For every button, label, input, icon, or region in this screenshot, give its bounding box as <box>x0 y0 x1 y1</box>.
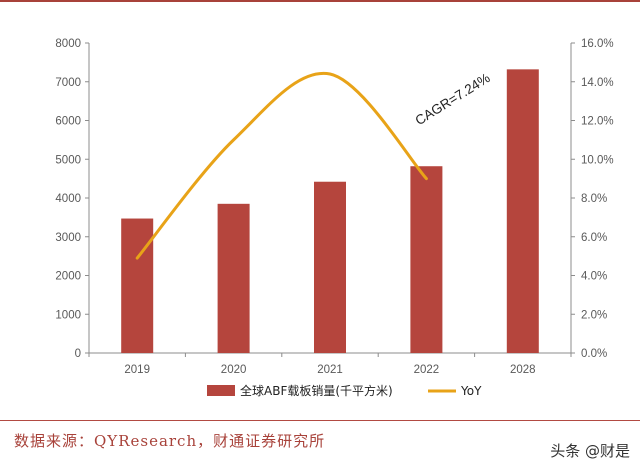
left-tick-label: 2000 <box>55 271 81 283</box>
legend-swatch-bar <box>207 385 235 396</box>
labels: CAGR=7.24% <box>413 70 493 128</box>
x-tick-label: 2022 <box>414 364 440 376</box>
top-rule <box>0 0 640 2</box>
yoy-line-path <box>135 71 428 260</box>
legend-label-bar: 全球ABF载板销量(千平方米) <box>240 383 393 398</box>
right-tick-label: 10.0% <box>581 154 614 166</box>
left-tick-label: 4000 <box>55 193 81 205</box>
left-tick-label: 3000 <box>55 232 81 244</box>
right-tick-label: 2.0% <box>581 309 607 321</box>
watermark: 头条 @财是 <box>550 442 630 460</box>
left-tick-label: 5000 <box>55 154 81 166</box>
cagr-annotation: CAGR=7.24% <box>413 70 493 128</box>
bar <box>314 181 346 353</box>
legend-label-line: YoY <box>460 384 482 398</box>
left-tick-label: 6000 <box>55 116 81 128</box>
left-tick-label: 1000 <box>55 309 81 321</box>
x-tick-label: 2028 <box>510 364 536 376</box>
bar <box>121 218 154 353</box>
right-tick-label: 14.0% <box>581 77 614 89</box>
bars <box>121 69 539 353</box>
source-divider <box>0 420 640 421</box>
right-tick-label: 16.0% <box>581 38 614 50</box>
left-tick-label: 0 <box>75 348 81 360</box>
x-tick-label: 2021 <box>317 364 343 376</box>
bar <box>410 166 443 353</box>
yoy-line <box>135 71 428 260</box>
right-tick-label: 4.0% <box>581 271 607 283</box>
source-note: 数据来源：QYResearch，财通证券研究所 <box>14 432 326 450</box>
bar <box>217 203 250 353</box>
left-tick-label: 8000 <box>55 38 81 50</box>
right-tick-label: 8.0% <box>581 193 607 205</box>
right-tick-label: 12.0% <box>581 116 614 128</box>
legend: 全球ABF载板销量(千平方米) YoY <box>207 383 482 398</box>
x-tick-label: 2020 <box>221 364 247 376</box>
left-tick-label: 7000 <box>55 77 81 89</box>
x-tick-label: 2019 <box>124 364 150 376</box>
chart: 0 1000 2000 3000 4000 5000 6000 7000 8000 0.0% 2.0… <box>55 38 613 398</box>
bar <box>506 69 539 353</box>
right-tick-label: 6.0% <box>581 232 607 244</box>
right-tick-label: 0.0% <box>581 348 607 360</box>
axes: 0 1000 2000 3000 4000 5000 6000 7000 8000 0.0% 2.0… <box>55 38 613 376</box>
